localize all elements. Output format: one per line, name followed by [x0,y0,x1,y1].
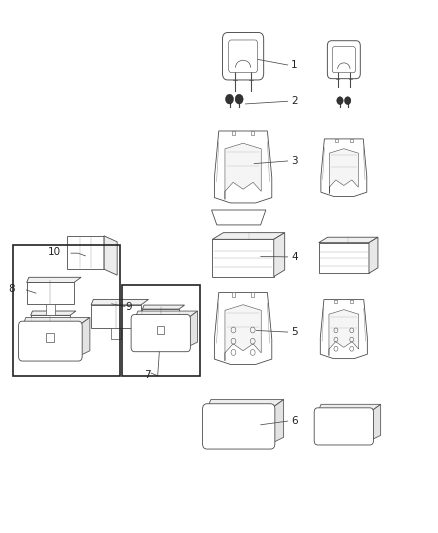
Polygon shape [319,237,378,243]
Bar [111,328,121,339]
Text: 1: 1 [291,60,298,70]
Bar [46,333,54,342]
FancyBboxPatch shape [18,321,82,361]
Bar [350,139,353,142]
Bar [335,139,338,142]
Text: 3: 3 [291,156,298,166]
Polygon shape [207,400,284,409]
Bar [157,326,164,334]
Polygon shape [78,318,90,357]
Polygon shape [135,311,198,319]
Polygon shape [271,400,284,443]
Polygon shape [212,210,266,225]
Text: 9: 9 [125,302,132,312]
Polygon shape [215,293,272,365]
Bar [232,293,235,297]
Text: 10: 10 [47,247,60,257]
FancyBboxPatch shape [327,41,360,79]
Text: 6: 6 [291,416,298,426]
FancyBboxPatch shape [223,33,264,80]
Polygon shape [369,237,378,273]
Polygon shape [31,316,70,333]
Polygon shape [22,318,90,326]
Polygon shape [274,232,285,277]
Polygon shape [142,305,184,309]
Polygon shape [142,309,179,326]
Polygon shape [225,305,261,361]
Polygon shape [27,282,74,304]
Polygon shape [212,232,285,239]
Bar [335,300,337,303]
Circle shape [337,97,343,104]
Text: 8: 8 [9,285,15,294]
Polygon shape [212,239,274,277]
FancyBboxPatch shape [202,404,275,449]
Circle shape [226,94,233,104]
Bar [251,131,254,135]
Text: 4: 4 [291,252,298,262]
Bar [46,304,55,314]
Polygon shape [329,310,359,356]
Polygon shape [321,139,367,197]
Bar [251,293,254,297]
Text: 2: 2 [291,96,298,106]
Polygon shape [91,300,148,305]
Text: 5: 5 [291,327,298,337]
Circle shape [235,94,243,104]
Polygon shape [215,131,272,203]
Polygon shape [319,243,369,273]
FancyBboxPatch shape [229,40,258,72]
Polygon shape [104,236,117,275]
Polygon shape [320,300,367,359]
Polygon shape [370,405,381,441]
Bar [232,131,235,135]
Text: 7: 7 [145,370,151,379]
Polygon shape [225,143,261,199]
Polygon shape [329,149,358,193]
FancyBboxPatch shape [131,314,191,352]
Polygon shape [27,277,81,282]
FancyBboxPatch shape [314,408,374,445]
Bar [350,300,353,303]
FancyBboxPatch shape [332,47,355,72]
Polygon shape [67,236,104,269]
Polygon shape [318,405,381,412]
Circle shape [345,97,351,104]
Polygon shape [91,305,141,328]
Polygon shape [31,311,76,316]
Polygon shape [187,311,198,348]
